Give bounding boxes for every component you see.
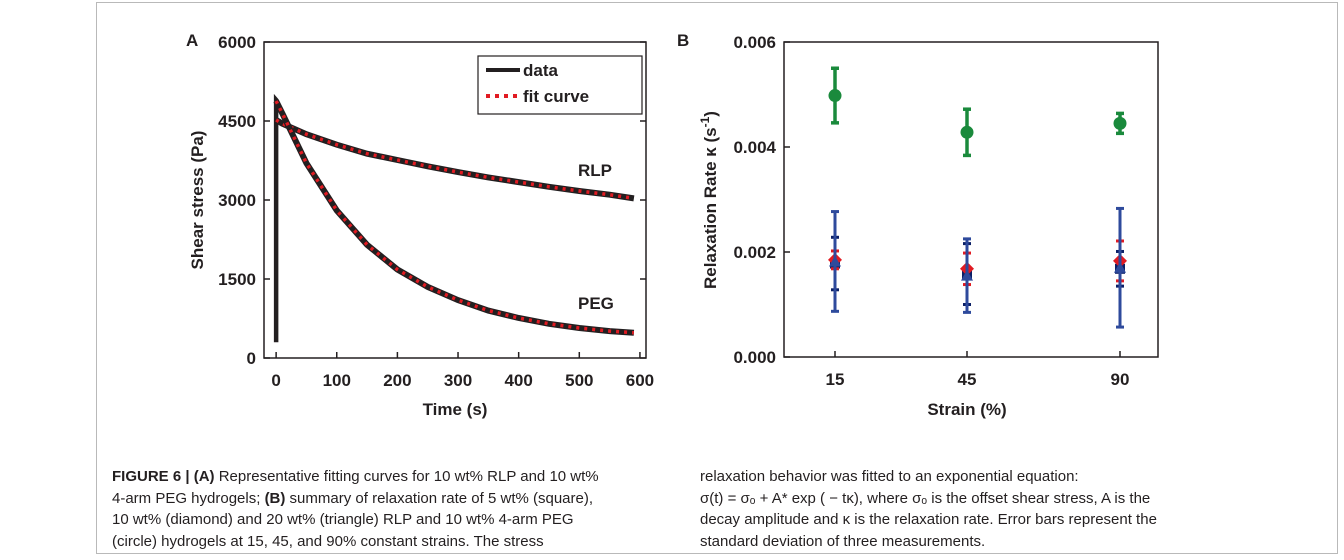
x-tick-label: 100 — [323, 371, 351, 390]
figure-frame — [96, 2, 1338, 554]
y-tick-label: 4500 — [218, 112, 256, 131]
fit-curve-line — [275, 118, 635, 201]
panel-b-y-axis-label: Relaxation Rate κ (s-1) — [698, 111, 720, 289]
caption-right: relaxation behavior was fitted to an exp… — [700, 466, 1332, 552]
y-tick-label: 1500 — [218, 270, 256, 289]
circle-marker — [828, 89, 842, 103]
loading-spike — [273, 93, 279, 343]
triangle-marker — [1114, 261, 1126, 273]
caption-line: 4-arm PEG hydrogels; (B) summary of rela… — [112, 489, 594, 507]
panel-a-y-axis-label: Shear stress (Pa) — [188, 131, 207, 270]
panel-b-points — [828, 66, 1127, 329]
panel-a-y-ticks: 0 1500 3000 4500 6000 — [218, 33, 646, 368]
y-tick-label: 0.006 — [733, 33, 776, 52]
caption-line: σ(t) = σₒ + A* exp ( − tκ), where σₒ is … — [700, 489, 1151, 507]
y-tick-label: 6000 — [218, 33, 256, 52]
caption-line: decay amplitude and κ is the relaxation … — [700, 511, 1157, 528]
panel-b-x-ticks: 15 45 90 — [826, 351, 1130, 389]
panel-b-y-ticks: 0.000 0.002 0.004 0.006 — [733, 33, 790, 367]
x-tick-label: 200 — [383, 371, 411, 390]
annotation-peg: PEG — [578, 294, 614, 313]
x-tick-label: 400 — [504, 371, 532, 390]
triangle-marker — [829, 255, 841, 267]
caption-line: relaxation behavior was fitted to an exp… — [700, 468, 1079, 485]
caption-left: FIGURE 6 | (A) Representative fitting cu… — [112, 466, 668, 552]
x-tick-label: 45 — [958, 370, 977, 389]
panel-a-x-axis-label: Time (s) — [423, 400, 488, 419]
panel-a-x-ticks: 0 100 200 300 400 500 600 — [271, 352, 654, 390]
panel-a-legend: data fit curve — [477, 55, 643, 115]
panel-a-letter: A — [186, 31, 198, 50]
x-tick-label: 90 — [1111, 370, 1130, 389]
annotation-rlp: RLP — [578, 161, 612, 180]
x-tick-label: 600 — [626, 371, 654, 390]
caption-line: standard deviation of three measurements… — [700, 532, 986, 550]
x-tick-label: 0 — [271, 371, 280, 390]
caption-line: 10 wt% (diamond) and 20 wt% (triangle) R… — [112, 511, 574, 528]
panel-b: B 0.000 0.002 0.004 0.006 15 45 90 Strain (%)… — [677, 31, 1159, 419]
y-tick-label: 0.004 — [733, 138, 776, 157]
legend-fit-label: fit curve — [523, 87, 589, 106]
circle-marker — [1113, 116, 1127, 130]
x-tick-label: 300 — [444, 371, 472, 390]
caption-line: (circle) hydrogels at 15, 45, and 90% co… — [112, 532, 544, 550]
panel-b-x-axis-label: Strain (%) — [927, 400, 1006, 419]
panel-b-letter: B — [677, 31, 689, 50]
y-tick-label: 0 — [247, 349, 256, 368]
panel-a-series — [273, 93, 635, 343]
y-tick-label: 0.002 — [733, 243, 776, 262]
y-tick-label: 0.000 — [733, 348, 776, 367]
panel-b-plot-area — [783, 41, 1159, 358]
caption-line: FIGURE 6 | (A) Representative fitting cu… — [112, 468, 599, 485]
legend-box — [477, 55, 643, 115]
data-line — [273, 99, 635, 336]
circle-marker — [960, 125, 974, 139]
x-tick-label: 500 — [565, 371, 593, 390]
triangle-marker — [961, 269, 973, 281]
x-tick-label: 15 — [826, 370, 845, 389]
y-tick-label: 3000 — [218, 191, 256, 210]
legend-data-label: data — [523, 61, 559, 80]
data-line — [274, 117, 635, 202]
